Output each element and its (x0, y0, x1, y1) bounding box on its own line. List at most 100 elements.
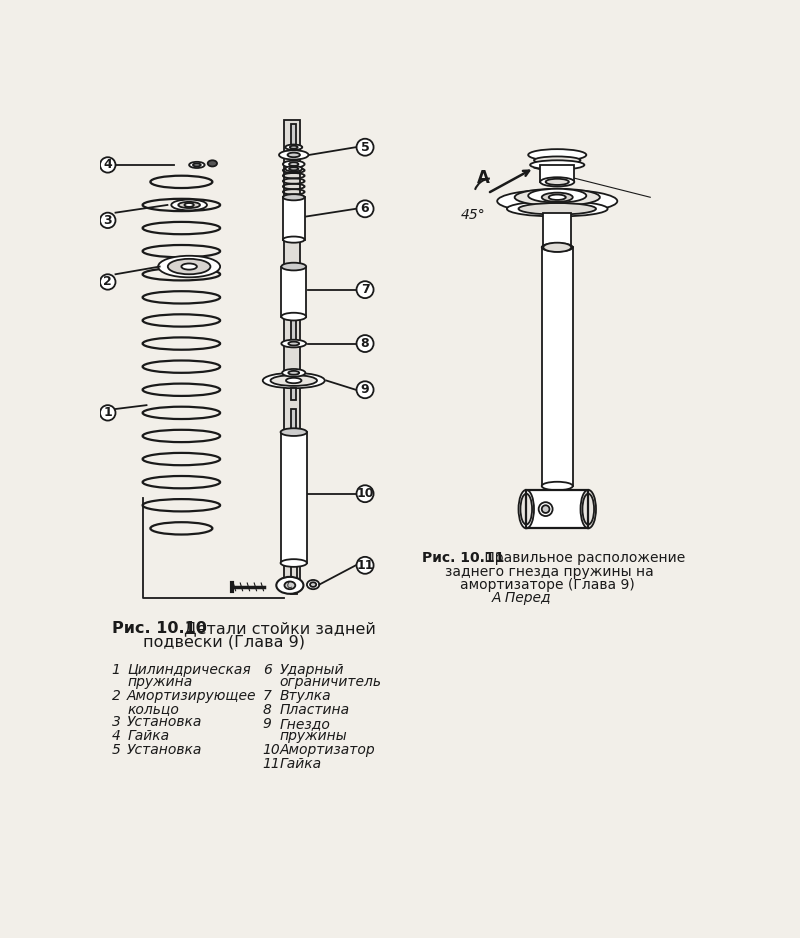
Ellipse shape (288, 341, 299, 345)
Ellipse shape (530, 160, 584, 170)
Ellipse shape (193, 163, 201, 166)
Bar (290, 563, 297, 594)
Circle shape (100, 213, 115, 228)
Ellipse shape (286, 166, 302, 172)
Ellipse shape (171, 200, 207, 210)
Ellipse shape (540, 177, 574, 187)
Text: подвески (Глава 9): подвески (Глава 9) (142, 635, 305, 650)
Ellipse shape (208, 160, 217, 166)
Text: Гайка: Гайка (280, 757, 322, 771)
Ellipse shape (582, 493, 594, 524)
Ellipse shape (290, 145, 298, 149)
Text: 1: 1 (112, 663, 121, 677)
Ellipse shape (281, 429, 307, 436)
Ellipse shape (521, 493, 532, 524)
Text: 8: 8 (262, 704, 272, 718)
Bar (281, 432, 307, 563)
Text: 3: 3 (112, 716, 121, 730)
Ellipse shape (276, 577, 303, 594)
Circle shape (357, 281, 374, 298)
Text: 11: 11 (356, 559, 374, 572)
Ellipse shape (158, 256, 220, 278)
Text: Амортизатор: Амортизатор (280, 743, 375, 757)
Bar (291, 388, 296, 400)
Text: 3: 3 (103, 214, 112, 227)
Bar (540, 165, 574, 182)
Ellipse shape (546, 179, 569, 185)
Text: 10: 10 (356, 487, 374, 500)
Text: 11: 11 (262, 757, 281, 771)
Ellipse shape (534, 157, 581, 164)
Text: Установка: Установка (127, 743, 202, 757)
Text: 45°: 45° (461, 208, 486, 222)
Text: Установка: Установка (127, 716, 202, 730)
Ellipse shape (549, 194, 566, 200)
Ellipse shape (282, 312, 306, 321)
Bar (291, 409, 296, 432)
Text: пружина: пружина (127, 675, 192, 689)
Circle shape (357, 485, 374, 502)
Ellipse shape (279, 150, 309, 159)
Circle shape (357, 335, 374, 352)
Ellipse shape (168, 259, 210, 274)
Ellipse shape (286, 144, 302, 150)
Ellipse shape (507, 201, 608, 217)
Ellipse shape (283, 160, 305, 168)
Ellipse shape (182, 264, 197, 269)
Ellipse shape (542, 192, 573, 202)
Text: Правильное расположение: Правильное расположение (480, 552, 685, 566)
Ellipse shape (283, 236, 305, 243)
Circle shape (100, 158, 115, 173)
Text: Ударный: Ударный (280, 663, 344, 677)
Ellipse shape (262, 372, 325, 388)
Text: 7: 7 (361, 283, 370, 296)
Ellipse shape (543, 243, 571, 252)
Text: 9: 9 (361, 384, 370, 396)
Text: A: A (477, 169, 490, 188)
Bar (543, 213, 571, 248)
Text: Цилиндрическая: Цилиндрическая (127, 663, 251, 677)
Text: Детали стойки задней: Детали стойки задней (179, 621, 376, 636)
Text: 5: 5 (361, 141, 370, 154)
Ellipse shape (538, 502, 553, 516)
Ellipse shape (307, 580, 319, 589)
Text: 7: 7 (262, 689, 272, 704)
Ellipse shape (285, 582, 295, 589)
Text: C: C (287, 581, 293, 590)
Text: Рис. 10.11: Рис. 10.11 (422, 552, 504, 566)
Text: 10: 10 (262, 743, 281, 757)
Ellipse shape (185, 203, 194, 207)
Ellipse shape (528, 189, 586, 203)
Text: заднего гнезда пружины на: заднего гнезда пружины на (445, 565, 654, 579)
Circle shape (357, 139, 374, 156)
Ellipse shape (288, 371, 299, 375)
Bar (291, 124, 296, 147)
Ellipse shape (287, 153, 300, 158)
Ellipse shape (270, 375, 317, 386)
Ellipse shape (514, 189, 600, 205)
Circle shape (357, 381, 374, 399)
Ellipse shape (282, 369, 306, 377)
Ellipse shape (289, 167, 298, 171)
Text: 1: 1 (103, 406, 112, 419)
Bar (282, 266, 306, 317)
Ellipse shape (542, 506, 550, 513)
Ellipse shape (281, 559, 307, 567)
Text: 5: 5 (112, 743, 121, 757)
Text: Гайка: Гайка (127, 730, 170, 743)
Ellipse shape (310, 582, 316, 587)
Circle shape (100, 405, 115, 420)
Text: 2: 2 (112, 689, 121, 704)
Bar (526, 490, 588, 528)
Circle shape (100, 274, 115, 290)
Text: кольцо: кольцо (127, 702, 179, 716)
Ellipse shape (542, 243, 573, 251)
Ellipse shape (282, 263, 306, 270)
Text: Пластина: Пластина (280, 704, 350, 718)
Text: Амортизирующее: Амортизирующее (127, 689, 257, 704)
Text: Рис. 10.10: Рис. 10.10 (112, 621, 206, 636)
Text: Втулка: Втулка (280, 689, 331, 704)
Ellipse shape (528, 149, 586, 160)
Ellipse shape (542, 482, 573, 491)
Text: 6: 6 (262, 663, 272, 677)
